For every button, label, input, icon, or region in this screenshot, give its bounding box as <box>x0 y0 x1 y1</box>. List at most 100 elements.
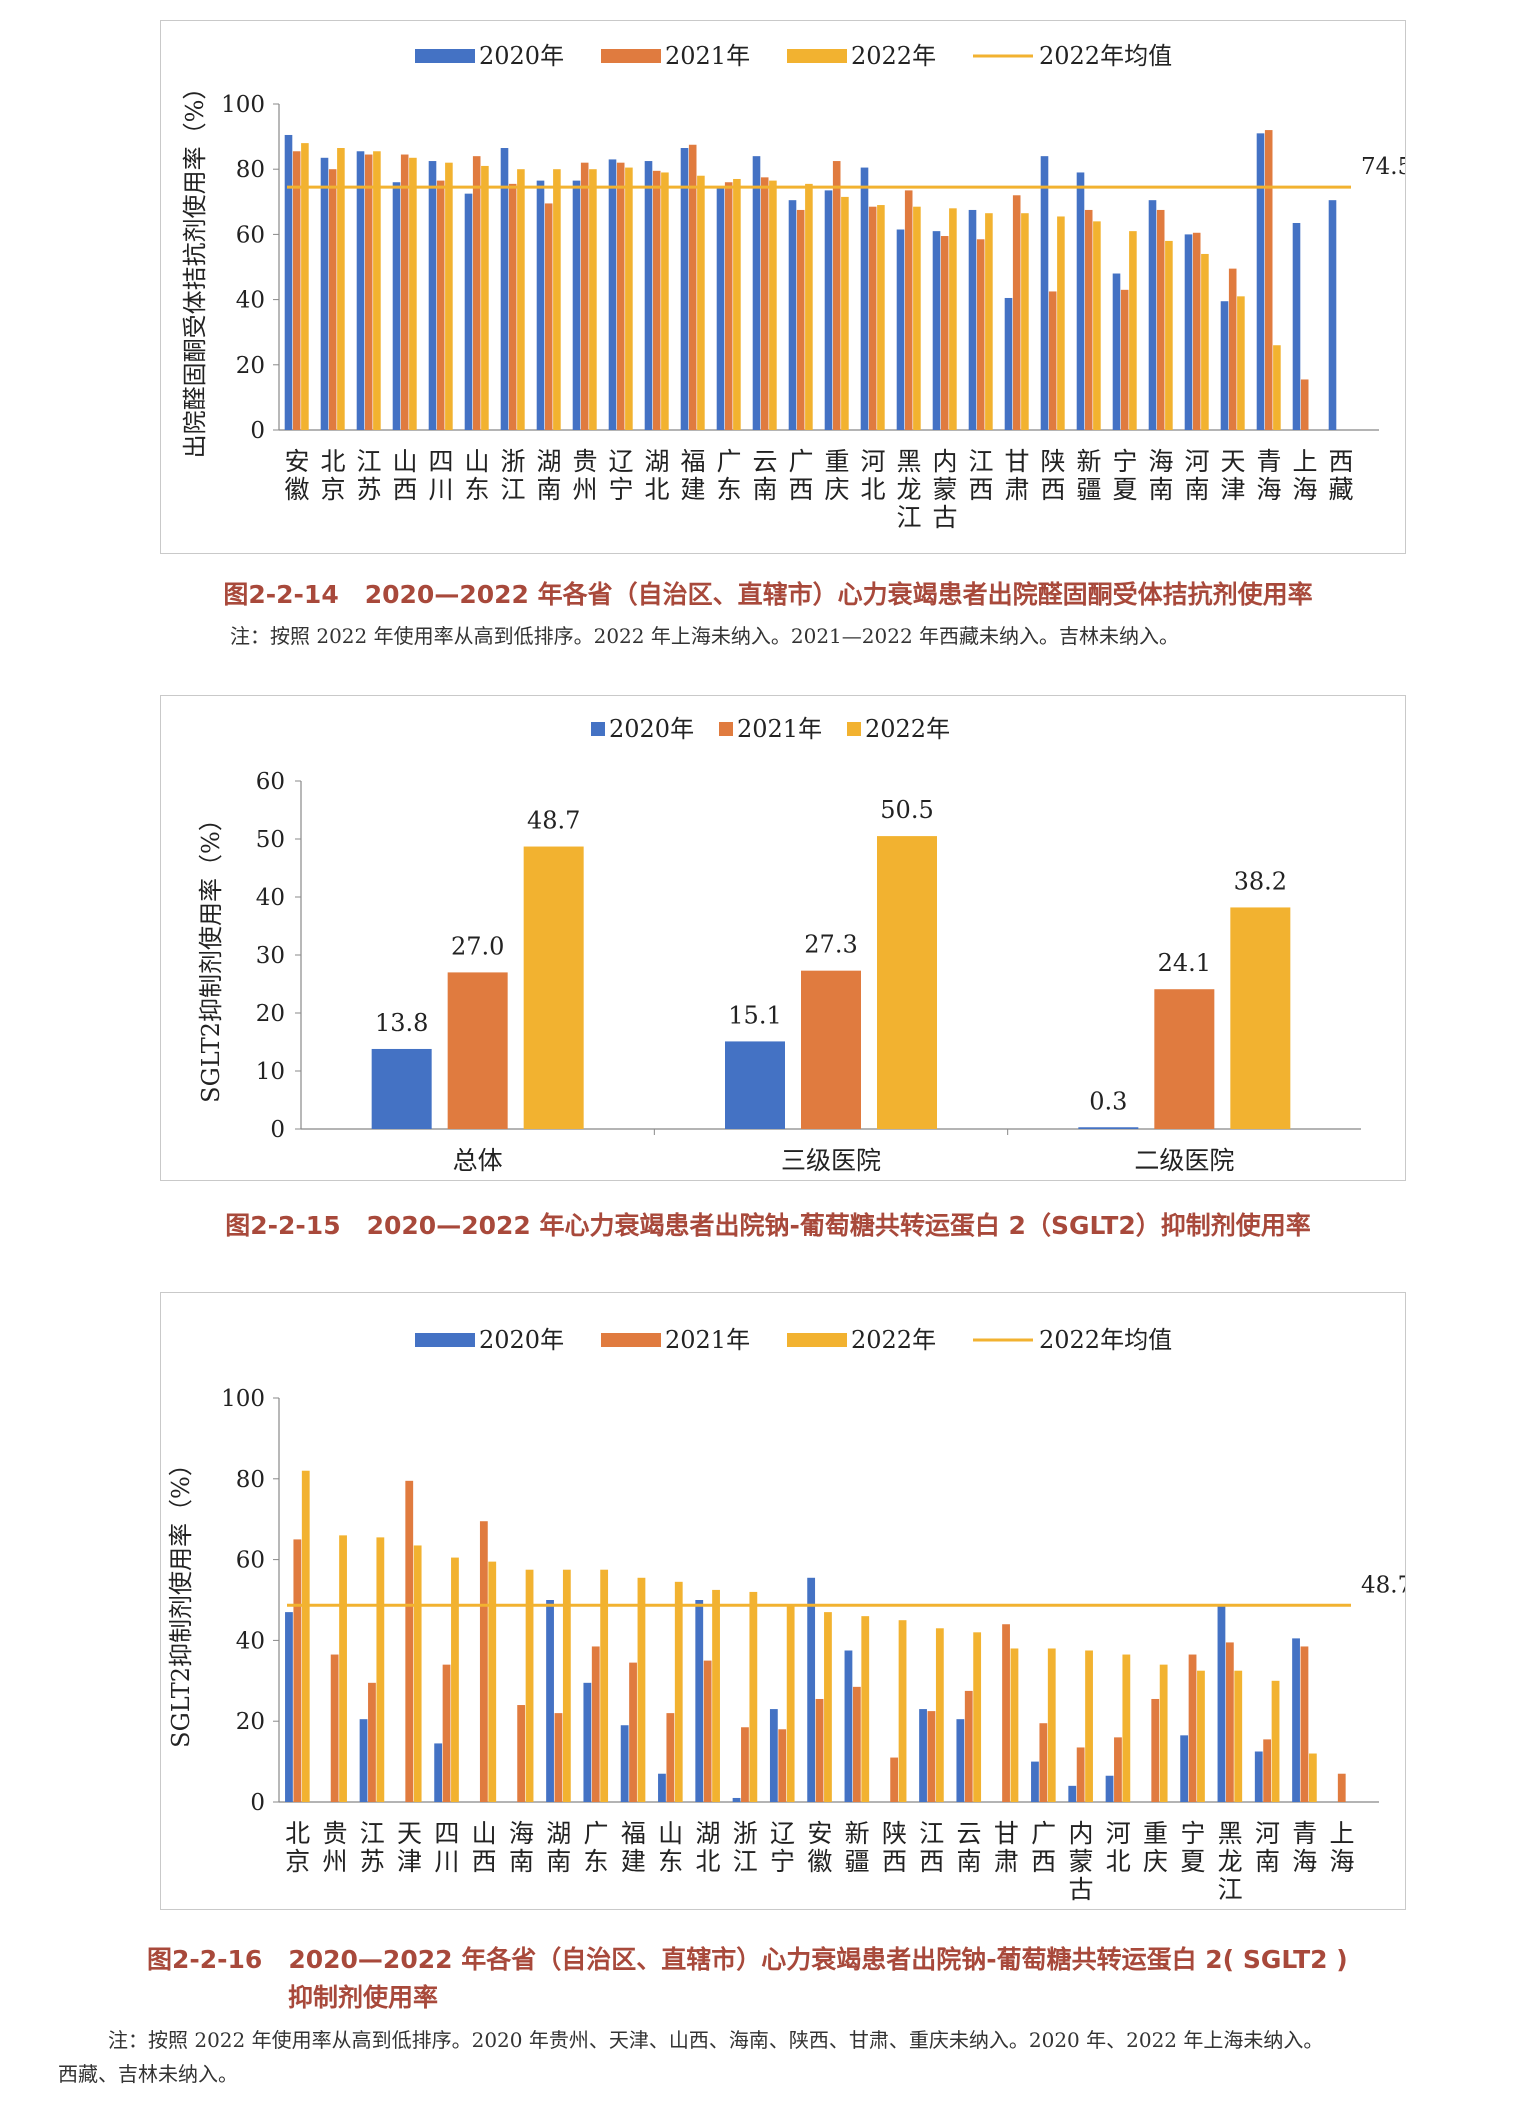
x-tick-label: 南 <box>546 1847 571 1876</box>
bar-2022年 <box>373 151 381 430</box>
legend-swatch-2 <box>847 722 861 736</box>
bar-2020年 <box>1220 301 1229 430</box>
bar-2020年 <box>1292 1638 1300 1802</box>
bar-2022年 <box>1159 1664 1168 1802</box>
bar-2020年 <box>1040 156 1049 430</box>
bar-2021年 <box>1192 232 1201 430</box>
x-tick-label: 江 <box>968 447 993 476</box>
bar-2021年 <box>364 154 373 430</box>
bar-2020年 <box>896 229 905 430</box>
bar-2022年 <box>1085 1650 1093 1802</box>
bar-2020年 <box>1112 273 1121 430</box>
chart-fig16: 020406080100SGLT2抑制剂使用率（%）北京贵州江苏天津四川山西海南… <box>167 1326 1405 1904</box>
bar-2022年 <box>898 1620 907 1802</box>
x-tick-label: 广 <box>716 447 741 476</box>
bar-2021年 <box>1076 1747 1085 1802</box>
x-tick-label: 京 <box>320 475 345 504</box>
legend-label: 2021年 <box>665 42 750 70</box>
x-tick-label: 陕 <box>1040 447 1065 476</box>
x-tick-label: 贵 <box>322 1819 347 1848</box>
bar-2020年 <box>644 161 653 431</box>
x-tick-label: 江 <box>360 1819 385 1848</box>
x-tick-label: 新 <box>1076 447 1101 476</box>
legend-swatch-1 <box>601 1333 661 1347</box>
bar-2022年 <box>589 169 597 430</box>
data-label: 50.5 <box>880 796 933 824</box>
y-tick-label: 0 <box>270 1117 285 1143</box>
bar-2021年 <box>1228 268 1237 430</box>
bar-2021年 <box>405 1480 414 1802</box>
bar-2022年 <box>769 180 777 430</box>
x-tick-label: 州 <box>322 1847 347 1876</box>
bar-2022年 <box>712 1589 720 1802</box>
bar-2021年 <box>479 1521 488 1802</box>
bar-2021年 <box>330 1654 339 1802</box>
data-label: 38.2 <box>1234 867 1287 895</box>
x-tick-label: 北 <box>285 1819 310 1848</box>
x-tick-label: 安 <box>807 1819 832 1848</box>
note-fig16-line1: 注：按照 2022 年使用率从高到低排序。2020 年贵州、天津、山西、海南、陕… <box>108 2028 1324 2052</box>
x-tick-label: 宁 <box>1180 1819 1205 1848</box>
bar-2022年 <box>973 1632 982 1802</box>
bar-2020年 <box>359 1719 368 1802</box>
bar-2021年 <box>508 183 517 430</box>
x-tick-label: 徽 <box>807 1847 832 1876</box>
bar-2021年 <box>801 970 861 1129</box>
bar-2020年 <box>860 167 869 430</box>
bar-2021年 <box>652 170 661 430</box>
x-tick-label: 龙 <box>1218 1847 1243 1876</box>
legend-label: 2022年 <box>851 1326 936 1354</box>
x-tick-label: 苏 <box>360 1847 385 1876</box>
bar-2020年 <box>1328 200 1337 430</box>
bar-2020年 <box>392 182 401 430</box>
x-tick-label: 黑 <box>1218 1819 1243 1848</box>
x-tick-label: 青 <box>1292 1819 1317 1848</box>
bar-2021年 <box>442 1664 451 1802</box>
legend-label: 2020年 <box>479 42 564 70</box>
bar-2020年 <box>1180 1735 1189 1802</box>
x-tick-label: 古 <box>932 503 957 532</box>
data-label: 0.3 <box>1089 1087 1127 1115</box>
x-tick-label: 东 <box>716 475 741 504</box>
y-axis-title: SGLT2抑制剂使用率（%） <box>197 807 225 1103</box>
bar-2021年 <box>815 1698 824 1802</box>
bar-2022年 <box>525 1569 534 1802</box>
bar-2022年 <box>913 206 921 430</box>
bar-2022年 <box>337 148 345 430</box>
x-tick-label: 湖 <box>536 447 561 476</box>
bar-2021年 <box>1151 1698 1160 1802</box>
bar-2022年 <box>1129 231 1137 430</box>
bar-2021年 <box>1002 1624 1010 1802</box>
y-tick-label: 100 <box>221 1386 265 1412</box>
x-tick-label: 建 <box>621 1847 646 1876</box>
bar-2020年 <box>500 148 509 430</box>
bar-2020年 <box>428 161 437 431</box>
x-tick-label: 贵 <box>572 447 597 476</box>
bar-2020年 <box>752 156 761 430</box>
bar-2020年 <box>732 1797 741 1802</box>
bar-2020年 <box>434 1743 443 1802</box>
bar-2020年 <box>716 187 725 430</box>
bar-2020年 <box>1031 1761 1039 1802</box>
bar-2020年 <box>695 1600 704 1802</box>
x-tick-label: 广 <box>1031 1819 1056 1848</box>
bar-2021年 <box>1225 1642 1234 1802</box>
x-tick-label: 庆 <box>1143 1847 1168 1876</box>
bar-2021年 <box>1300 1646 1309 1802</box>
bar-2021年 <box>591 1646 600 1802</box>
bar-2022年 <box>935 1628 944 1802</box>
x-tick-label: 甘 <box>994 1819 1019 1848</box>
data-label: 27.3 <box>804 931 857 959</box>
x-tick-label: 川 <box>428 475 453 504</box>
legend-swatch-2 <box>787 49 847 63</box>
y-tick-label: 20 <box>256 1001 285 1027</box>
bar-2021年 <box>1263 1739 1272 1802</box>
bar-2021年 <box>293 1539 302 1802</box>
x-tick-label: 重 <box>824 447 849 476</box>
bar-2021年 <box>1337 1773 1346 1802</box>
x-tick-label: 山 <box>464 447 489 476</box>
x-tick-label: 二级医院 <box>1134 1146 1234 1175</box>
data-label: 15.1 <box>728 1001 781 1029</box>
bar-2020年 <box>1078 1127 1139 1129</box>
bar-2021年 <box>904 190 913 430</box>
